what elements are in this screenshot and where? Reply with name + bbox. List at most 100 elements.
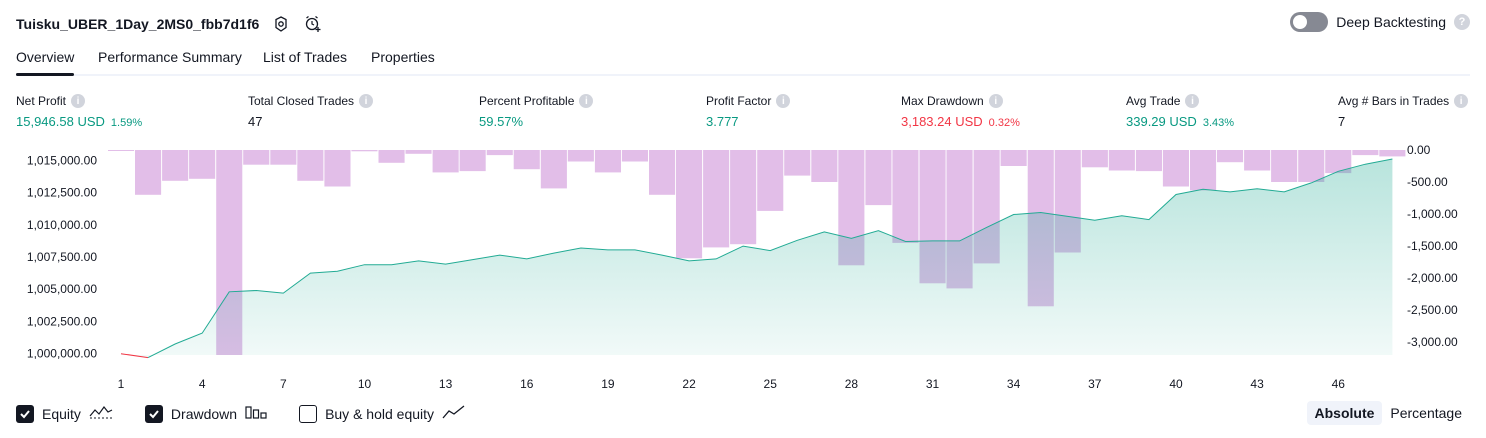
metric-percent: 3.43% xyxy=(1202,117,1235,129)
x-axis-tick: 46 xyxy=(1332,377,1346,390)
x-axis-tick: 22 xyxy=(682,377,696,390)
x-axis-tick: 4 xyxy=(199,377,206,390)
x-axis-tick: 28 xyxy=(845,377,859,390)
tab-list-of-trades[interactable]: List of Trades xyxy=(263,49,348,65)
drawdown-bar xyxy=(513,150,540,170)
equity-drawdown-chart: 1,015,000.00 1,012,500.00 1,010,000.00 1,00… xyxy=(27,143,1458,390)
metric-label: Avg # Bars in Trades xyxy=(1338,94,1450,108)
metric-label: Avg Trade xyxy=(1126,94,1181,108)
percentage-button[interactable]: Percentage xyxy=(1390,405,1462,421)
metric-total-closed-trades: Total Closed Trades i 47 xyxy=(248,93,374,129)
info-icon[interactable]: i xyxy=(776,94,791,108)
drawdown-bar xyxy=(1108,150,1135,171)
drawdown-bar xyxy=(459,150,486,172)
drawdown-bar xyxy=(621,150,648,162)
metric-value: 339.29 USD xyxy=(1126,114,1197,129)
metric-profit-factor: Profit Factor i 3.777 xyxy=(706,93,791,129)
drawdown-bar xyxy=(1244,150,1271,171)
drawdown-bar xyxy=(162,150,189,181)
metric-value: 47 xyxy=(248,114,263,129)
x-axis-tick: 16 xyxy=(520,377,534,390)
drawdown-bar xyxy=(730,150,757,245)
right-axis-tick: -1,000.00 xyxy=(1407,207,1458,221)
buy-hold-label: Buy & hold equity xyxy=(325,405,435,422)
metric-percent: 1.59% xyxy=(110,117,143,129)
absolute-button[interactable]: Absolute xyxy=(1306,401,1383,425)
drawdown-bar xyxy=(892,150,919,243)
drawdown-bar xyxy=(405,150,432,154)
drawdown-bar xyxy=(865,150,892,206)
x-axis-tick: 43 xyxy=(1250,377,1264,390)
info-icon[interactable]: i xyxy=(988,94,1003,108)
drawdown-toggle[interactable]: Drawdown xyxy=(144,404,267,423)
metric-label: Net Profit xyxy=(16,94,67,108)
metric-net-profit: Net Profit i 15,946.58 USD 1.59% xyxy=(16,93,142,129)
left-axis-tick: 1,010,000.00 xyxy=(27,218,97,232)
drawdown-bar xyxy=(649,150,676,195)
right-axis-tick: -500.00 xyxy=(1407,175,1448,189)
equity-line xyxy=(147,158,1393,359)
metric-percent-profitable: Percent Profitable i 59.57% xyxy=(479,93,594,129)
drawdown-bar xyxy=(757,150,784,211)
chart-axes: 1,015,000.00 1,012,500.00 1,010,000.00 1,00… xyxy=(27,143,1458,390)
left-axis-tick: 1,000,000.00 xyxy=(27,347,97,361)
drawdown-bar xyxy=(1135,150,1162,172)
tab-overview[interactable]: Overview xyxy=(16,49,75,76)
drawdown-bar xyxy=(108,150,135,151)
help-icon[interactable]: ? xyxy=(1454,14,1470,30)
equity-toggle[interactable]: Equity xyxy=(16,404,113,423)
deep-backtesting-label: Deep Backtesting xyxy=(1336,14,1446,30)
drawdown-bar xyxy=(594,150,621,173)
x-axis-tick: 1 xyxy=(118,377,125,390)
right-axis-tick: -1,500.00 xyxy=(1407,239,1458,253)
equity-series xyxy=(120,158,1393,359)
drawdown-bar xyxy=(135,150,162,195)
drawdown-bar xyxy=(1352,150,1379,156)
right-axis-tick: -2,000.00 xyxy=(1407,271,1458,285)
tab-properties[interactable]: Properties xyxy=(371,49,435,65)
metric-avg-trade: Avg Trade i 339.29 USD 3.43% xyxy=(1126,93,1234,129)
info-icon[interactable]: i xyxy=(71,94,86,108)
tab-performance-summary[interactable]: Performance Summary xyxy=(98,49,242,65)
drawdown-bar xyxy=(1379,150,1406,157)
drawdown-bar xyxy=(1000,150,1027,166)
left-axis-tick: 1,007,500.00 xyxy=(27,250,97,264)
drawdown-checkbox[interactable] xyxy=(144,404,163,423)
info-icon[interactable]: i xyxy=(1185,94,1200,108)
drawdown-bar xyxy=(324,150,351,187)
drawdown-bar xyxy=(1271,150,1298,182)
info-icon[interactable]: i xyxy=(579,94,594,108)
trend-line-icon xyxy=(442,404,466,423)
x-axis-tick: 40 xyxy=(1169,377,1183,390)
x-axis-tick: 13 xyxy=(439,377,453,390)
drawdown-bar xyxy=(378,150,405,163)
drawdown-bar xyxy=(351,150,378,152)
settings-icon[interactable] xyxy=(271,14,291,34)
equity-checkbox[interactable] xyxy=(16,404,34,423)
info-icon[interactable]: i xyxy=(1454,94,1469,108)
drawdown-bar xyxy=(189,150,216,179)
toggle-knob xyxy=(1293,15,1308,29)
scale-mode-switch: Absolute Percentage xyxy=(1306,401,1471,425)
tab-bar: Overview Performance Summary List of Tra… xyxy=(16,44,1470,76)
info-icon[interactable]: i xyxy=(359,94,374,108)
drawdown-bar xyxy=(703,150,730,248)
x-axis-tick: 31 xyxy=(926,377,940,390)
drawdown-bar xyxy=(1298,150,1325,182)
metric-value: 59.57% xyxy=(479,114,524,129)
deep-backtesting-toggle[interactable] xyxy=(1290,12,1329,32)
add-alert-icon[interactable] xyxy=(303,14,323,34)
drawdown-bar xyxy=(486,150,513,156)
buy-hold-checkbox[interactable] xyxy=(299,404,318,423)
drawdown-bar xyxy=(432,150,459,173)
drawdown-label: Drawdown xyxy=(170,405,238,422)
left-axis-tick: 1,012,500.00 xyxy=(27,186,97,200)
drawdown-bar xyxy=(270,150,297,165)
buy-hold-toggle[interactable]: Buy & hold equity xyxy=(299,404,466,423)
drawdown-bar xyxy=(784,150,811,176)
metric-avg-bars-in-trades: Avg # Bars in Trades i 7 xyxy=(1338,93,1469,129)
drawdown-bar xyxy=(243,150,270,165)
metric-value: 3.777 xyxy=(706,114,739,129)
drawdown-bar xyxy=(1325,150,1352,174)
right-axis-tick: -2,500.00 xyxy=(1407,303,1458,317)
